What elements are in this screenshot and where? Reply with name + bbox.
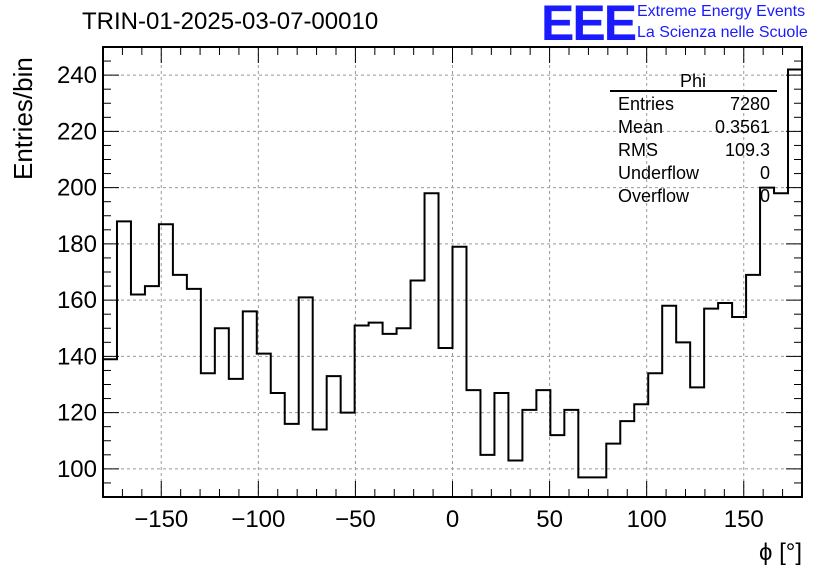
stats-label: Mean (618, 117, 663, 137)
y-tick-label: 100 (57, 456, 97, 483)
logo-line-2: La Scienza nelle Scuole (637, 24, 808, 41)
x-tick-labels: −150 −100 −50 0 50 100 150 (134, 506, 764, 533)
stats-rows: Entries 7280 Mean 0.3561 RMS 109.3 Underflow 0 O… (618, 94, 770, 206)
x-tick-label: 50 (536, 506, 563, 533)
axis-ticks (102, 46, 803, 498)
x-tick-label: −150 (134, 506, 188, 533)
stats-label: RMS (618, 140, 658, 160)
stats-box: Phi Entries 7280 Mean 0.3561 RMS 109.3 Underfl… (610, 71, 777, 206)
y-tick-label: 120 (57, 400, 97, 427)
y-tick-label: 240 (57, 62, 97, 89)
y-tick-labels: 100 120 140 160 180 200 220 240 (57, 62, 97, 483)
logo-line-1: Extreme Energy Events (637, 3, 806, 20)
stats-label: Overflow (618, 186, 690, 206)
stats-title: Phi (680, 71, 706, 91)
stats-value: 109.3 (725, 140, 770, 160)
stats-value: 7280 (730, 94, 770, 114)
y-axis-label: Entries/bin (8, 57, 38, 180)
y-tick-label: 140 (57, 343, 97, 370)
stats-label: Underflow (618, 163, 700, 183)
grid-lines (103, 47, 802, 497)
x-axis-label: ϕ [°] (759, 539, 802, 566)
eee-logo: EEE (541, 0, 637, 51)
x-tick-label: 0 (446, 506, 459, 533)
y-tick-label: 220 (57, 118, 97, 145)
x-tick-label: −50 (335, 506, 376, 533)
x-tick-label: 100 (627, 506, 667, 533)
x-tick-label: 150 (724, 506, 764, 533)
chart-title: TRIN-01-2025-03-07-00010 (82, 8, 379, 35)
y-tick-label: 180 (57, 231, 97, 258)
stats-value: 0 (760, 186, 770, 206)
stats-value: 0.3561 (715, 117, 770, 137)
histogram-series (103, 68, 802, 479)
stats-label: Entries (618, 94, 674, 114)
stats-value: 0 (760, 163, 770, 183)
y-tick-label: 160 (57, 287, 97, 314)
y-tick-label: 200 (57, 175, 97, 202)
x-tick-label: −100 (231, 506, 285, 533)
